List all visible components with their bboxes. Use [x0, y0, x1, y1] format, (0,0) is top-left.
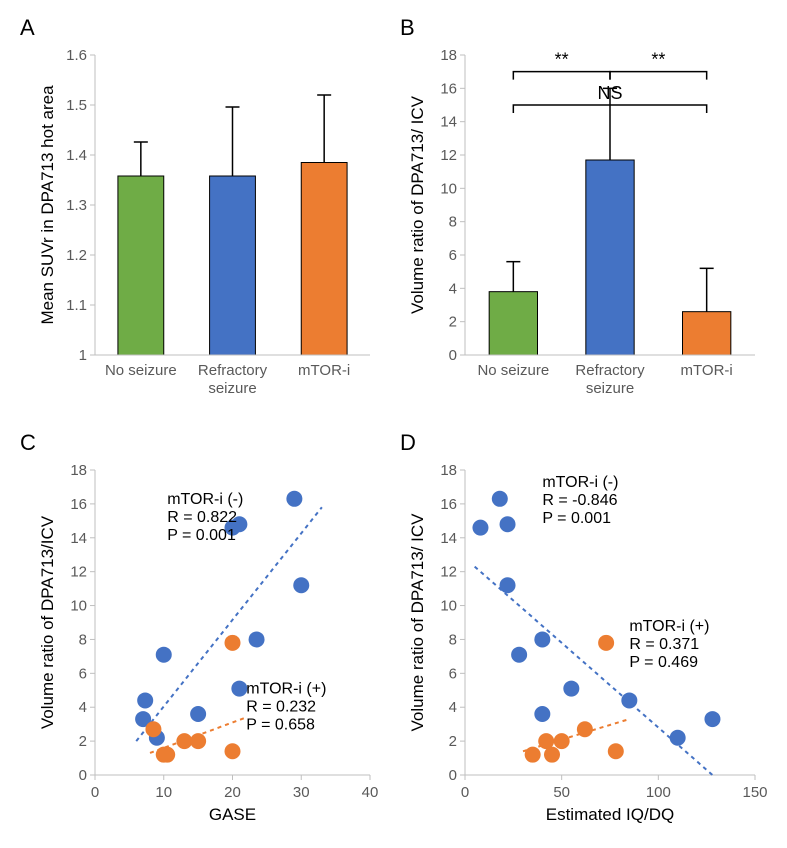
panel-label-b: B — [400, 15, 415, 41]
svg-text:P = 0.469: P = 0.469 — [629, 654, 698, 671]
svg-text:8: 8 — [449, 214, 457, 231]
svg-text:1.1: 1.1 — [66, 297, 87, 314]
figure-page: A B C D 1 1.1 1.2 1.3 1.4 1.5 1.6 No seizure Ref… — [0, 0, 787, 848]
svg-text:1.5: 1.5 — [66, 97, 87, 114]
svg-text:12: 12 — [440, 564, 457, 581]
svg-text:No seizure: No seizure — [477, 362, 549, 379]
chart-a: 1 1.1 1.2 1.3 1.4 1.5 1.6 No seizure Refractorys… — [35, 45, 385, 425]
svg-text:6: 6 — [79, 665, 87, 682]
svg-text:12: 12 — [70, 564, 87, 581]
svg-text:6: 6 — [449, 247, 457, 264]
svg-text:0: 0 — [449, 767, 457, 784]
svg-text:16: 16 — [70, 496, 87, 513]
svg-text:0: 0 — [79, 767, 87, 784]
svg-text:18: 18 — [440, 47, 457, 64]
svg-text:mTOR-i (-): mTOR-i (-) — [542, 474, 618, 491]
svg-text:1.6: 1.6 — [66, 47, 87, 64]
chart-c: 024681012141618010203040mTOR-i (-)R = 0.… — [35, 460, 385, 840]
svg-text:mTOR-i: mTOR-i — [681, 362, 733, 379]
svg-text:18: 18 — [70, 462, 87, 479]
svg-text:0: 0 — [461, 784, 469, 801]
svg-text:mTOR-i (+): mTOR-i (+) — [629, 618, 709, 635]
svg-text:150: 150 — [742, 784, 767, 801]
panel-label-c: C — [20, 430, 36, 456]
svg-text:Volume ratio of DPA713/ICV: Volume ratio of DPA713/ICV — [38, 515, 57, 729]
svg-text:R = 0.371: R = 0.371 — [629, 636, 699, 653]
svg-text:NS: NS — [597, 83, 622, 103]
svg-text:**: ** — [555, 50, 569, 70]
svg-text:40: 40 — [362, 784, 379, 801]
svg-text:P = 0.001: P = 0.001 — [167, 527, 236, 544]
svg-text:2: 2 — [449, 314, 457, 331]
svg-text:14: 14 — [440, 114, 457, 131]
panel-label-a: A — [20, 15, 35, 41]
svg-text:10: 10 — [440, 180, 457, 197]
svg-text:mTOR-i (-): mTOR-i (-) — [167, 491, 243, 508]
svg-text:18: 18 — [440, 462, 457, 479]
svg-text:Mean SUVr in DPA713 hot area: Mean SUVr in DPA713 hot area — [38, 85, 57, 325]
svg-text:8: 8 — [79, 631, 87, 648]
svg-text:mTOR-i: mTOR-i — [298, 362, 350, 379]
svg-text:100: 100 — [646, 784, 671, 801]
svg-text:10: 10 — [70, 598, 87, 615]
svg-text:2: 2 — [449, 733, 457, 750]
svg-text:1: 1 — [79, 347, 87, 364]
svg-text:30: 30 — [293, 784, 310, 801]
svg-text:16: 16 — [440, 80, 457, 97]
svg-text:Refractory: Refractory — [198, 362, 268, 379]
svg-text:10: 10 — [155, 784, 172, 801]
svg-text:0: 0 — [91, 784, 99, 801]
svg-text:50: 50 — [553, 784, 570, 801]
svg-text:8: 8 — [449, 631, 457, 648]
svg-text:**: ** — [651, 50, 665, 70]
svg-text:R = -0.846: R = -0.846 — [542, 492, 617, 509]
svg-text:4: 4 — [449, 280, 457, 297]
svg-text:R = 0.232: R = 0.232 — [246, 699, 316, 716]
svg-text:1.3: 1.3 — [66, 197, 87, 214]
svg-text:0: 0 — [449, 347, 457, 364]
svg-text:10: 10 — [440, 598, 457, 615]
panel-label-d: D — [400, 430, 416, 456]
svg-text:16: 16 — [440, 496, 457, 513]
svg-text:Volume ratio of DPA713/ ICV: Volume ratio of DPA713/ ICV — [408, 513, 427, 732]
svg-text:R = 0.822: R = 0.822 — [167, 509, 237, 526]
chart-b: 0 2 4 6 8 10 12 14 16 18 No seizure Refractoryseizu… — [405, 45, 775, 425]
svg-text:12: 12 — [440, 147, 457, 164]
svg-text:2: 2 — [79, 733, 87, 750]
svg-text:Refractory: Refractory — [575, 362, 645, 379]
svg-text:No seizure: No seizure — [105, 362, 177, 379]
svg-text:seizure: seizure — [208, 380, 256, 397]
svg-text:Volume ratio of DPA713/ ICV: Volume ratio of DPA713/ ICV — [408, 95, 427, 314]
svg-text:6: 6 — [449, 665, 457, 682]
chart-d: 0 2 4 6 8 10 12 14 16 18 0 50 100 150 mTOR-i (-)R = -0… — [405, 460, 775, 840]
svg-text:1.2: 1.2 — [66, 247, 87, 264]
svg-text:mTOR-i (+): mTOR-i (+) — [246, 681, 326, 698]
svg-text:seizure: seizure — [586, 380, 634, 397]
svg-text:P = 0.001: P = 0.001 — [542, 510, 611, 527]
svg-text:14: 14 — [70, 530, 87, 547]
svg-text:P = 0.658: P = 0.658 — [246, 717, 315, 734]
svg-text:Estimated IQ/DQ: Estimated IQ/DQ — [546, 805, 674, 824]
svg-text:4: 4 — [449, 699, 457, 716]
svg-text:4: 4 — [79, 699, 87, 716]
svg-text:1.4: 1.4 — [66, 147, 87, 164]
svg-text:GASE: GASE — [209, 805, 256, 824]
svg-text:14: 14 — [440, 530, 457, 547]
svg-text:20: 20 — [224, 784, 241, 801]
